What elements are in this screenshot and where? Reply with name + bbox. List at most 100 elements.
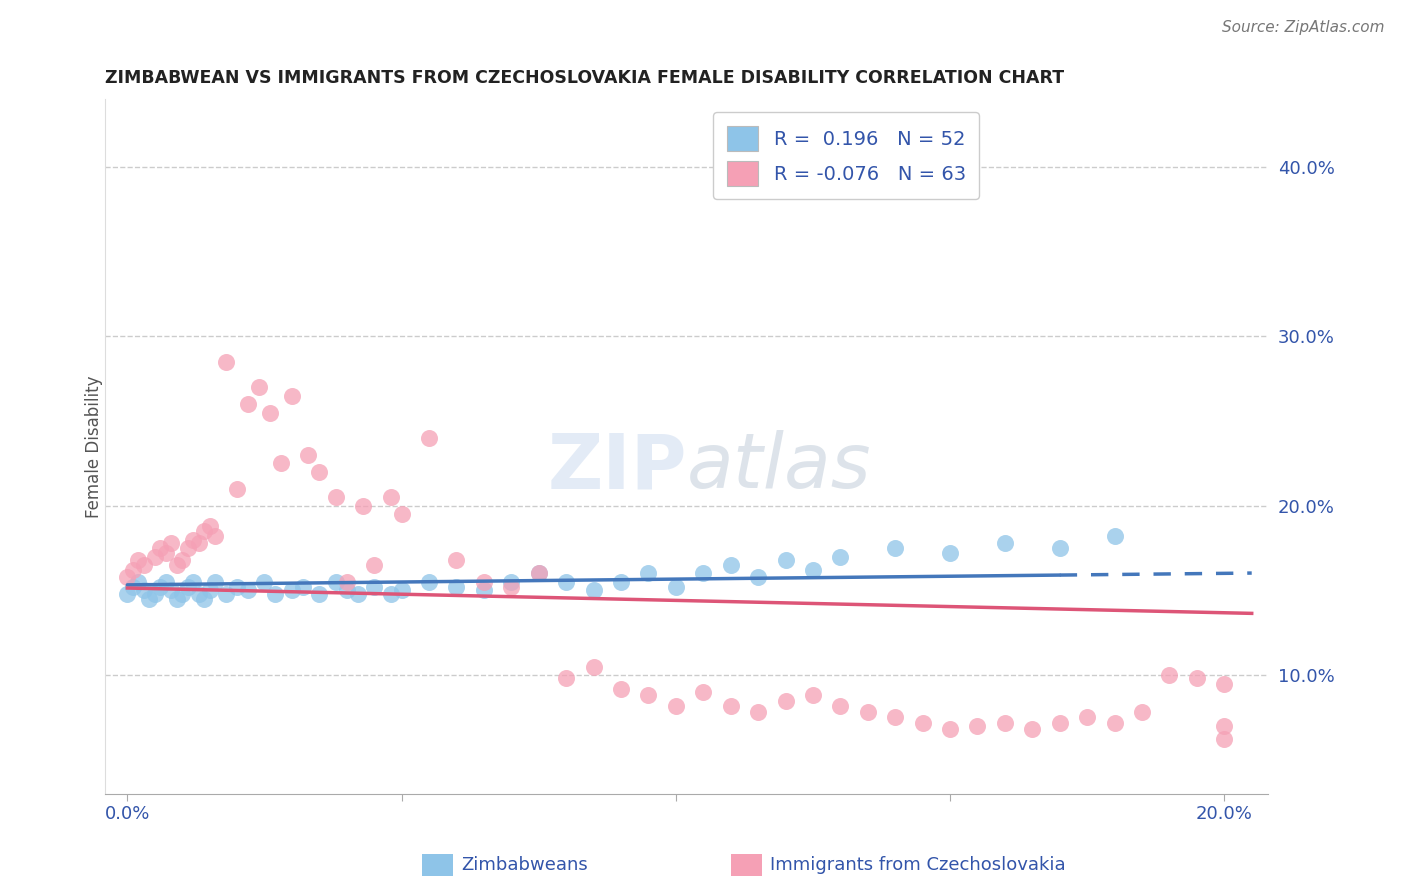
Text: Source: ZipAtlas.com: Source: ZipAtlas.com [1222,20,1385,35]
Point [446,580,468,594]
Point [247,380,270,394]
Point [380,490,402,504]
Point [994,715,1017,730]
Point [181,574,204,589]
Point [830,698,852,713]
Point [308,587,330,601]
Point [132,583,155,598]
Point [665,698,688,713]
Point [160,536,183,550]
Point [149,580,172,594]
Point [472,574,495,589]
Point [1076,710,1098,724]
Point [176,580,198,594]
Point [1104,715,1126,730]
Point [264,587,287,601]
Point [391,583,413,598]
Point [226,580,249,594]
Point [692,566,714,581]
Point [325,574,347,589]
Text: ZIMBABWEAN VS IMMIGRANTS FROM CZECHOSLOVAKIA FEMALE DISABILITY CORRELATION CHART: ZIMBABWEAN VS IMMIGRANTS FROM CZECHOSLOV… [105,69,1064,87]
Point [336,583,359,598]
Point [582,659,605,673]
Point [193,524,215,538]
Point [637,566,659,581]
Point [418,431,440,445]
Text: Zimbabweans: Zimbabweans [461,855,588,874]
Point [939,546,962,560]
Legend: R =  0.196   N = 52, R = -0.076   N = 63: R = 0.196 N = 52, R = -0.076 N = 63 [713,112,980,199]
Point [637,689,659,703]
Y-axis label: Female Disability: Female Disability [86,376,103,517]
Point [363,558,385,572]
Point [720,558,742,572]
Point [226,482,249,496]
Point [132,558,155,572]
Point [281,389,304,403]
Point [380,587,402,601]
Point [198,583,221,598]
Point [138,591,160,606]
Point [270,456,292,470]
Point [127,553,149,567]
Point [1185,672,1208,686]
Point [308,465,330,479]
Point [149,541,172,555]
Point [172,587,194,601]
Point [775,693,797,707]
Point [1213,676,1236,690]
Point [291,580,314,594]
Point [155,574,177,589]
Point [966,719,988,733]
Point [501,580,523,594]
Point [610,681,633,696]
Point [204,529,226,543]
Point [527,566,550,581]
Point [352,499,374,513]
Text: atlas: atlas [686,430,872,504]
Point [363,580,385,594]
Point [236,397,259,411]
Point [775,553,797,567]
Text: ZIP: ZIP [547,430,686,504]
Point [281,583,304,598]
Point [1049,541,1071,555]
Point [720,698,742,713]
Point [236,583,259,598]
Point [801,689,824,703]
Point [884,541,907,555]
Point [1021,723,1043,737]
Point [418,574,440,589]
Point [692,685,714,699]
Point [801,563,824,577]
Point [160,583,183,598]
Point [155,546,177,560]
Point [747,570,769,584]
Point [215,355,238,369]
Point [127,574,149,589]
Point [198,519,221,533]
Text: Immigrants from Czechoslovakia: Immigrants from Czechoslovakia [770,855,1066,874]
Point [1104,529,1126,543]
Point [1213,732,1236,747]
Point [884,710,907,724]
Point [665,580,688,594]
Point [325,490,347,504]
Point [176,541,198,555]
Point [391,507,413,521]
Point [253,574,276,589]
Point [472,583,495,598]
Point [259,406,281,420]
Point [582,583,605,598]
Point [187,587,209,601]
Point [446,553,468,567]
Point [1159,668,1181,682]
Point [181,533,204,547]
Point [1130,706,1153,720]
Point [1213,719,1236,733]
Point [527,566,550,581]
Point [555,574,578,589]
Point [856,706,879,720]
Point [994,536,1017,550]
Point [166,591,188,606]
